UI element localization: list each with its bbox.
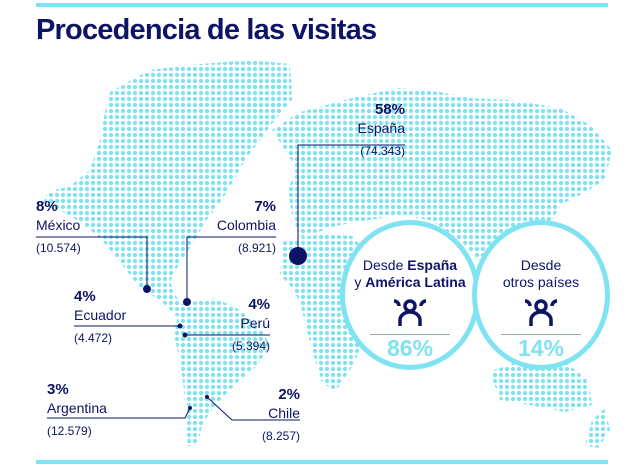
label-ecuador: 4% Ecuador (4.472)	[74, 288, 127, 345]
marker-peru	[182, 332, 188, 338]
australia	[490, 358, 592, 412]
marker-colombia	[183, 298, 191, 306]
marker-mexico	[143, 285, 151, 293]
label-colombia: 7% Colombia (8.921)	[216, 198, 276, 255]
marker-espana	[289, 247, 307, 265]
divider	[370, 334, 450, 335]
leader-lines	[36, 144, 405, 421]
people-group-icon	[393, 299, 427, 326]
divider	[501, 334, 581, 335]
top-rule	[36, 3, 608, 7]
summary-spain-latam: Desde España y América Latina 86%	[340, 220, 480, 370]
bottom-rule	[36, 460, 608, 464]
label-espana: 58% España (74.343)	[357, 101, 405, 158]
greenland	[200, 60, 292, 150]
marker-ecuador	[177, 323, 183, 329]
summary-other-countries: Desde otros países 14%	[472, 220, 610, 370]
marker-chile	[205, 395, 209, 399]
label-chile: 2% Chile (8.257)	[261, 386, 300, 443]
marker-argentina	[188, 406, 192, 410]
label-argentina: 3% Argentina (12.579)	[47, 381, 107, 438]
label-peru: 4% Perú (5.394)	[231, 296, 270, 353]
eurasia	[272, 88, 612, 262]
page-title: Procedencia de las visitas	[36, 14, 377, 46]
people-group-icon	[524, 299, 558, 326]
label-mexico: 8% México (10.574)	[36, 198, 81, 255]
new-zealand	[585, 408, 610, 448]
